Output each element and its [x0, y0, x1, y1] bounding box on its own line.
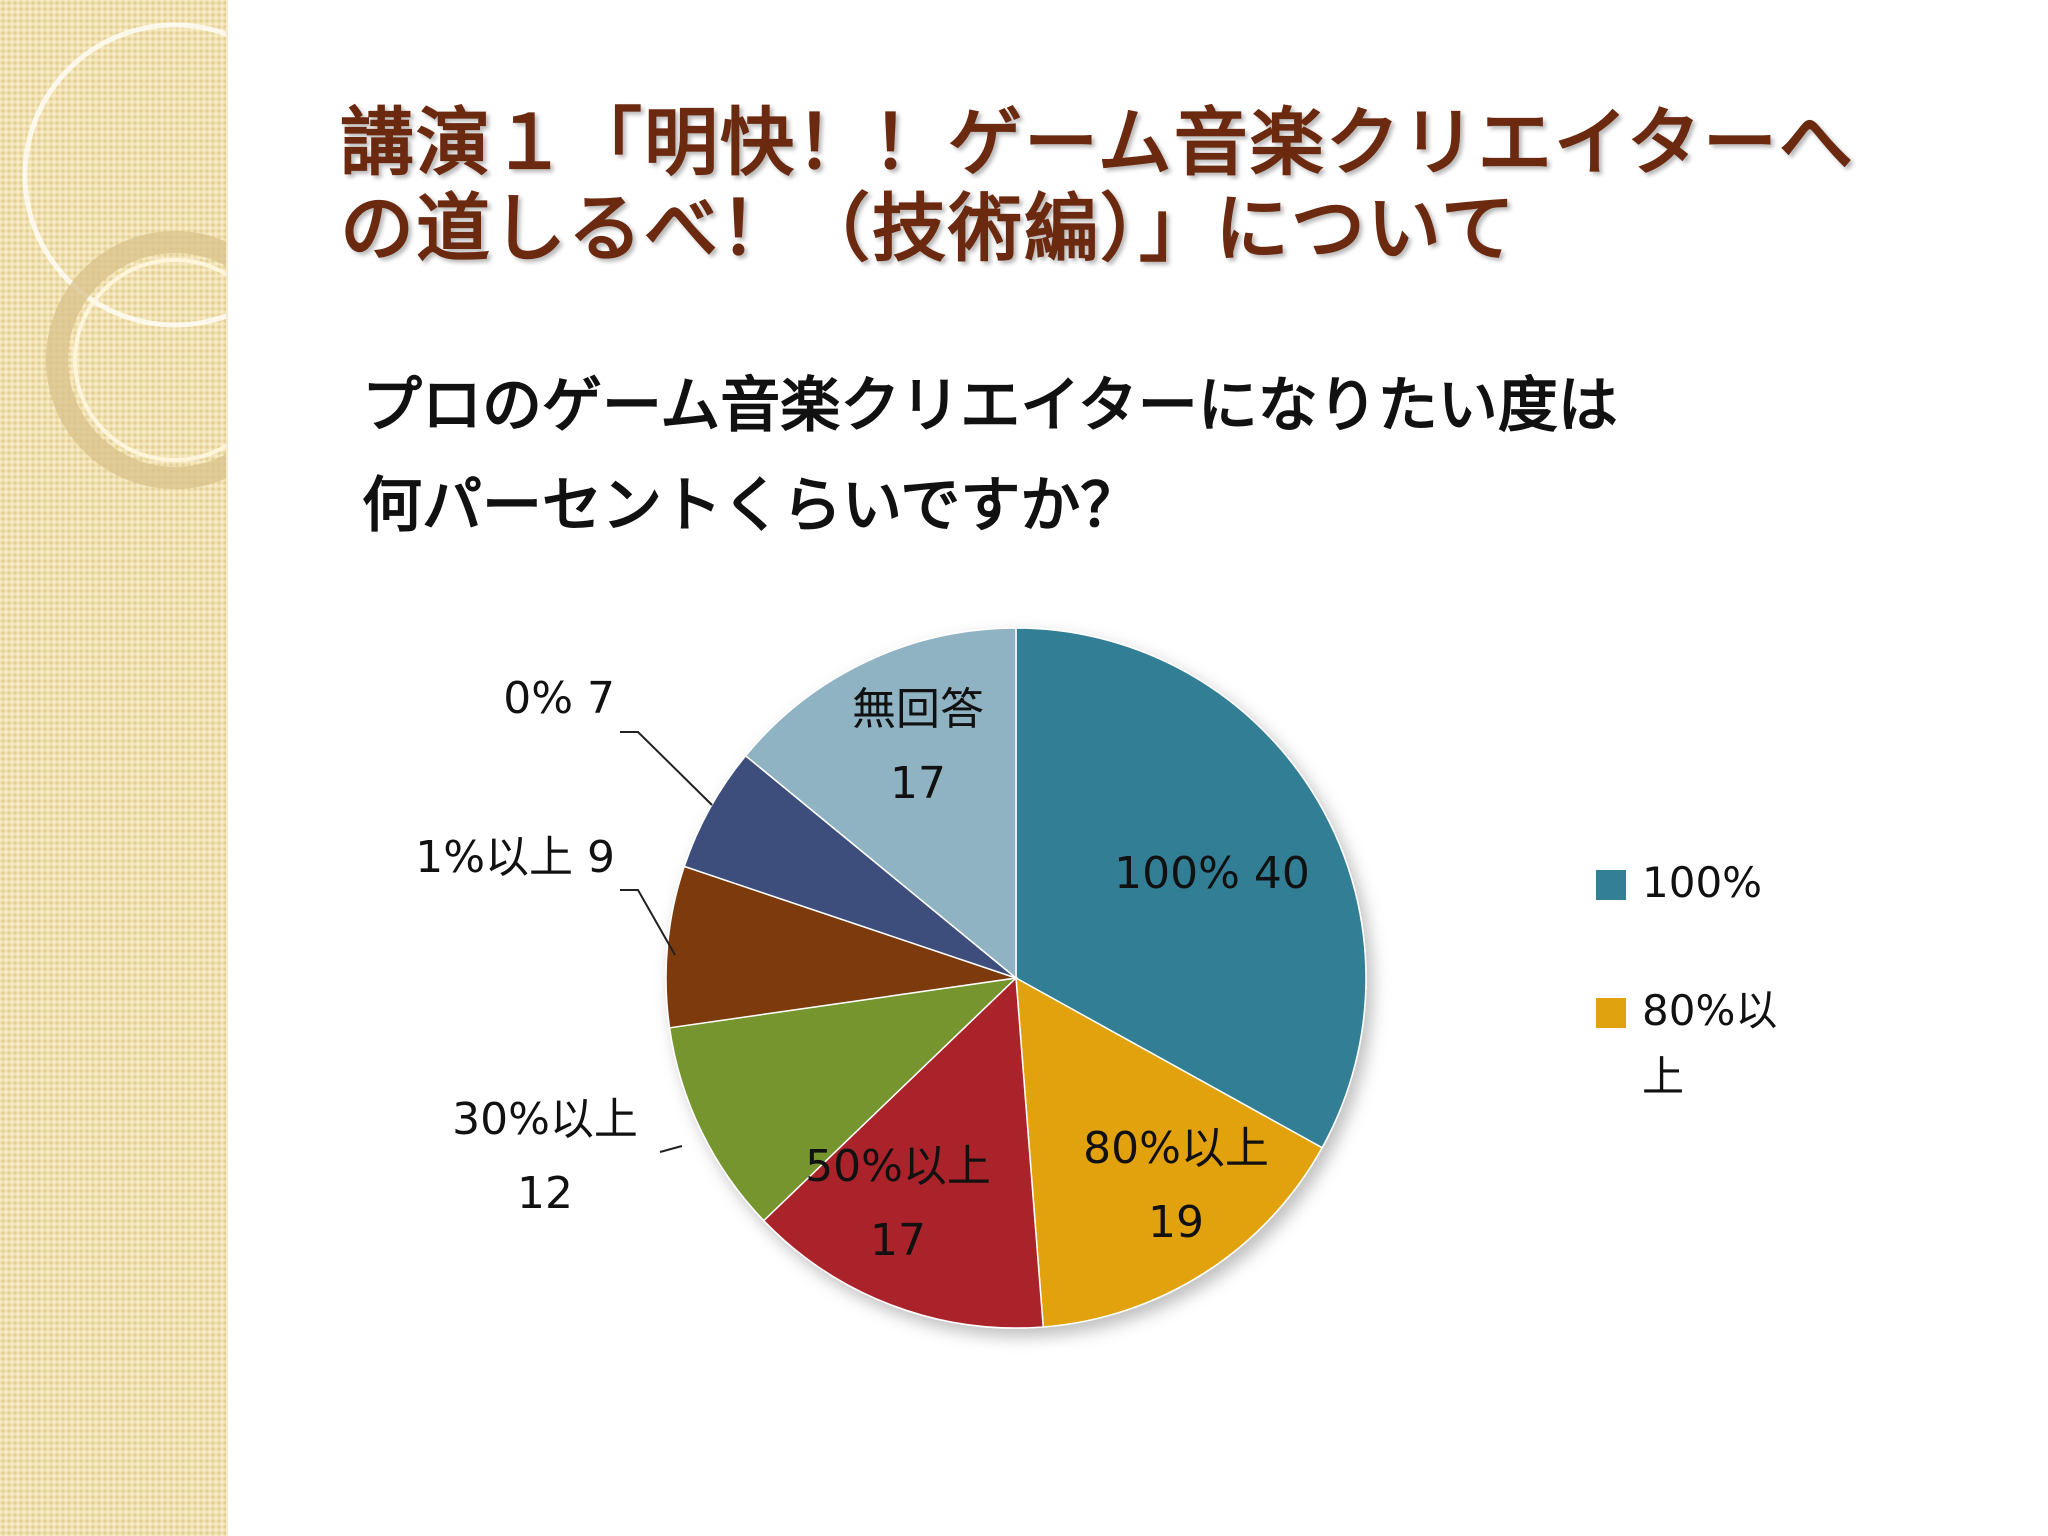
slice-label-4: 1%以上 9	[415, 832, 615, 883]
pie-slices	[665, 627, 1367, 1329]
pie-slice-4	[665, 865, 1017, 1029]
pie-slice-2	[762, 976, 1045, 1329]
pie-slice-5	[683, 754, 1017, 979]
slice-label-1: 80%以上 19	[1083, 1123, 1269, 1248]
question-line-1: プロのゲーム音楽クリエイターになりたい度は	[362, 371, 1618, 441]
slice-label-0: 100% 40	[1114, 848, 1310, 899]
slide-title-line-2: の道しるべ！（技術編）」について	[340, 186, 1517, 272]
leader-line-3	[659, 1145, 683, 1153]
legend-label-1: 80%以上	[1642, 986, 1777, 1101]
slice-label-5: 0% 7	[503, 673, 615, 724]
slice-label-6: 無回答 17	[852, 684, 984, 809]
leader-line-5	[620, 731, 713, 806]
decorative-sidebar	[0, 0, 228, 1536]
slice-label-3: 30%以上 12	[452, 1094, 638, 1219]
slice-label-2: 50%以上 17	[805, 1141, 991, 1266]
pie-slice-1	[1015, 976, 1324, 1328]
decorative-rings	[22, 22, 226, 489]
pie-slice-0	[1015, 627, 1367, 1149]
pie-slice-6	[744, 627, 1017, 980]
pie-slice-3	[668, 976, 1019, 1222]
slide-title: 講演１「明快！！ゲーム音楽クリエイターへ の道しるべ！（技術編）」について	[340, 100, 1980, 272]
legend-swatch-1	[1596, 998, 1626, 1028]
question-line-2: 何パーセントくらいですか？	[362, 471, 1141, 541]
leader-line-4	[620, 889, 676, 956]
question-text: プロのゲーム音楽クリエイターになりたい度は 何パーセントくらいですか？	[362, 356, 1922, 556]
slide-title-line-1: 講演１「明快！！ゲーム音楽クリエイターへ	[340, 100, 1855, 186]
legend-label-0: 100%	[1642, 858, 1762, 907]
legend-swatch-0	[1596, 870, 1626, 900]
